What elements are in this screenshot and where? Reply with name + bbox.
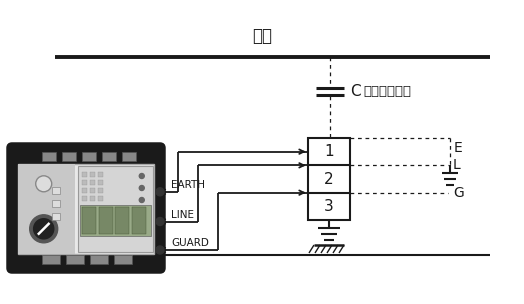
Circle shape xyxy=(139,198,144,202)
Bar xyxy=(99,206,113,234)
Text: 空间分布电容: 空间分布电容 xyxy=(363,85,411,98)
Bar xyxy=(42,152,56,161)
Circle shape xyxy=(36,176,52,192)
Text: E: E xyxy=(454,141,463,155)
Circle shape xyxy=(156,246,164,254)
Bar xyxy=(132,206,146,234)
Bar xyxy=(102,152,116,161)
Bar xyxy=(52,186,60,194)
Text: L: L xyxy=(453,158,461,172)
Bar xyxy=(98,180,103,185)
Bar xyxy=(115,206,129,234)
FancyBboxPatch shape xyxy=(8,144,164,272)
Bar xyxy=(114,255,132,264)
Bar xyxy=(62,152,76,161)
Bar xyxy=(80,205,151,236)
Bar xyxy=(98,196,103,201)
Text: 2: 2 xyxy=(324,171,334,186)
Bar xyxy=(82,188,87,193)
Bar xyxy=(52,199,60,206)
Bar xyxy=(82,152,96,161)
Bar xyxy=(78,166,153,252)
Bar xyxy=(82,172,87,177)
Text: 线路: 线路 xyxy=(252,27,272,45)
Circle shape xyxy=(139,185,144,191)
Bar xyxy=(66,255,84,264)
Bar xyxy=(52,212,60,219)
Bar xyxy=(90,172,95,177)
Text: 3: 3 xyxy=(324,199,334,214)
Text: 1: 1 xyxy=(324,144,334,159)
Bar xyxy=(122,152,136,161)
Bar xyxy=(90,255,108,264)
Bar xyxy=(82,206,96,234)
Bar xyxy=(82,196,87,201)
Bar xyxy=(90,196,95,201)
Circle shape xyxy=(139,174,144,178)
Circle shape xyxy=(34,219,54,239)
Bar xyxy=(308,138,350,220)
Text: GUARD: GUARD xyxy=(171,238,209,248)
Bar xyxy=(98,188,103,193)
Bar xyxy=(18,164,154,254)
Bar xyxy=(90,188,95,193)
Bar xyxy=(82,180,87,185)
Bar xyxy=(90,180,95,185)
Text: LINE: LINE xyxy=(171,209,194,219)
Bar xyxy=(18,164,75,254)
Text: C: C xyxy=(350,84,361,99)
Bar xyxy=(98,172,103,177)
Circle shape xyxy=(30,215,58,243)
Circle shape xyxy=(156,217,164,226)
Bar xyxy=(42,255,60,264)
Text: EARTH: EARTH xyxy=(171,180,205,190)
Circle shape xyxy=(156,188,164,196)
Text: G: G xyxy=(453,186,464,200)
